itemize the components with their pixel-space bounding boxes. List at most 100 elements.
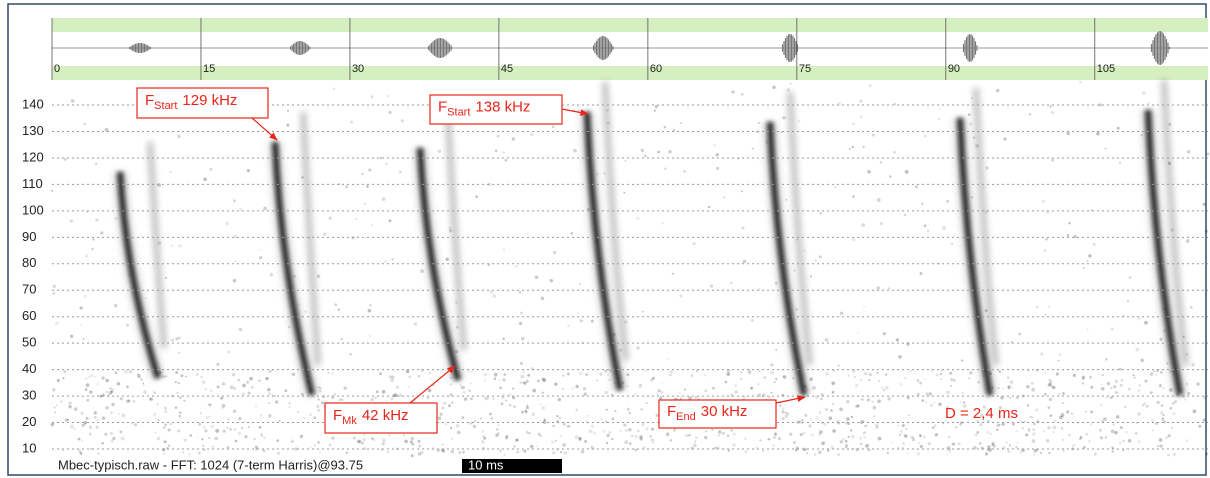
noise-speck — [273, 394, 277, 397]
noise-speck — [1019, 420, 1023, 423]
wave-area — [52, 32, 1208, 66]
noise-speck — [370, 437, 374, 440]
wave-band — [52, 18, 1208, 32]
noise-speck — [367, 308, 372, 313]
noise-speck — [762, 450, 765, 453]
noise-speck — [1114, 430, 1118, 435]
noise-speck — [171, 244, 174, 247]
noise-speck — [839, 311, 844, 315]
scale-bar — [462, 459, 562, 473]
noise-speck — [727, 449, 731, 452]
noise-speck — [886, 451, 889, 455]
noise-speck — [260, 434, 264, 437]
y-tick-label: 20 — [22, 414, 36, 429]
noise-speck — [786, 88, 791, 92]
noise-speck — [395, 385, 400, 389]
noise-speck — [921, 202, 924, 205]
noise-speck — [333, 393, 336, 396]
noise-speck — [893, 150, 896, 154]
noise-speck — [895, 338, 900, 342]
noise-speck — [492, 397, 495, 401]
noise-speck — [663, 126, 666, 129]
noise-speck — [626, 373, 630, 377]
noise-speck — [802, 431, 806, 435]
noise-speck — [515, 265, 518, 268]
noise-speck — [824, 338, 829, 342]
noise-speck — [725, 372, 730, 376]
noise-speck — [179, 396, 182, 400]
noise-speck — [259, 425, 262, 428]
noise-speck — [910, 435, 914, 439]
noise-speck — [590, 319, 594, 323]
noise-speck — [770, 391, 773, 394]
noise-speck — [262, 449, 266, 452]
noise-speck — [959, 400, 963, 404]
noise-speck — [227, 350, 230, 354]
noise-speck — [50, 189, 54, 192]
noise-speck — [409, 440, 414, 444]
noise-speck — [448, 226, 451, 229]
noise-speck — [308, 413, 312, 417]
noise-speck — [611, 417, 615, 421]
noise-speck — [1053, 419, 1056, 422]
noise-speck — [832, 429, 836, 433]
noise-speck — [309, 446, 312, 449]
noise-speck — [1052, 425, 1057, 430]
noise-speck — [519, 311, 523, 315]
noise-speck — [70, 99, 75, 103]
noise-speck — [881, 386, 884, 390]
noise-speck — [919, 433, 922, 437]
noise-speck — [714, 446, 717, 450]
noise-speck — [1111, 446, 1114, 449]
noise-speck — [404, 439, 408, 444]
noise-speck — [1072, 443, 1076, 447]
noise-speck — [1101, 420, 1104, 423]
noise-speck — [732, 443, 736, 447]
noise-speck — [704, 435, 708, 440]
noise-speck — [580, 449, 585, 454]
noise-speck — [1126, 300, 1130, 303]
noise-speck — [229, 385, 234, 389]
noise-speck — [137, 374, 141, 378]
noise-speck — [978, 442, 982, 445]
y-tick-label: 10 — [22, 440, 36, 455]
noise-speck — [95, 425, 99, 429]
noise-speck — [417, 439, 421, 443]
noise-speck — [195, 373, 199, 376]
noise-speck — [88, 425, 93, 429]
noise-speck — [1084, 410, 1087, 413]
noise-speck — [588, 429, 593, 434]
noise-speck — [371, 437, 375, 441]
noise-speck — [1204, 229, 1209, 233]
noise-speck — [1149, 391, 1153, 395]
noise-speck — [1039, 451, 1043, 455]
noise-speck — [797, 120, 801, 123]
noise-speck — [868, 379, 871, 382]
noise-speck — [500, 402, 504, 406]
noise-speck — [823, 422, 827, 426]
noise-speck — [798, 420, 802, 424]
noise-speck — [558, 416, 562, 420]
noise-speck — [1196, 382, 1200, 386]
noise-speck — [176, 391, 179, 395]
noise-speck — [664, 167, 667, 170]
noise-speck — [734, 384, 737, 388]
noise-speck — [260, 413, 263, 417]
noise-speck — [815, 416, 819, 420]
noise-speck — [368, 168, 372, 172]
y-tick-label: 60 — [22, 308, 36, 323]
noise-speck — [959, 423, 962, 426]
noise-speck — [566, 372, 570, 376]
noise-speck — [86, 210, 89, 213]
noise-speck — [785, 198, 788, 201]
noise-speck — [1031, 439, 1036, 443]
noise-speck — [924, 134, 927, 138]
noise-speck — [439, 412, 443, 416]
noise-speck — [1029, 415, 1032, 419]
noise-speck — [996, 423, 1000, 427]
noise-speck — [92, 238, 95, 241]
noise-speck — [260, 432, 263, 435]
noise-speck — [505, 399, 508, 402]
noise-speck — [113, 303, 118, 308]
noise-speck — [1185, 382, 1189, 386]
